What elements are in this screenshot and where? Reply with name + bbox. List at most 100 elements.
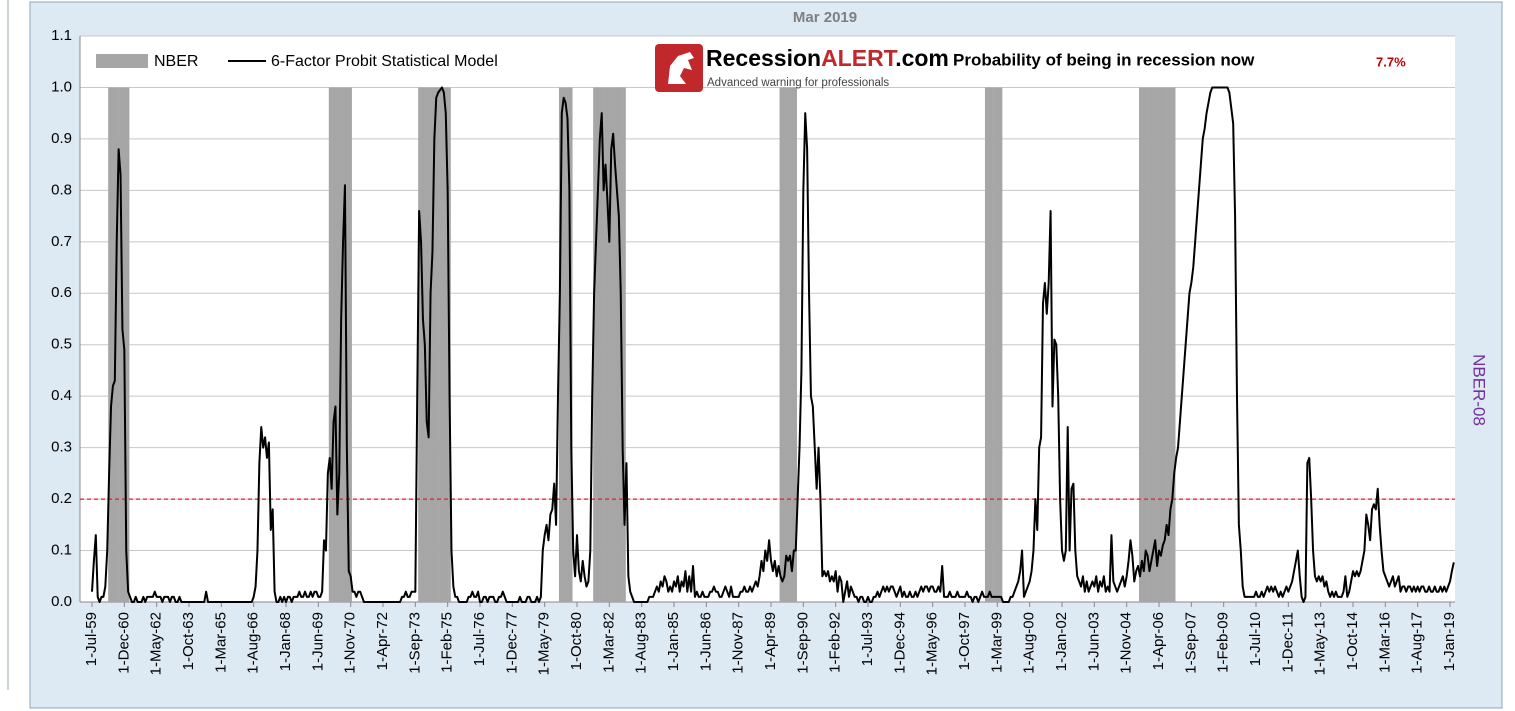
legend-swatch <box>96 54 148 68</box>
recession-bar <box>1159 87 1163 603</box>
recession-bar <box>111 87 115 603</box>
now-text: Probability of being in recession now <box>953 50 1255 69</box>
recession-bar <box>349 87 352 603</box>
x-tick-label: 1-Dec-11 <box>1279 612 1296 673</box>
x-tick-label: 1-Apr-06 <box>1150 612 1167 670</box>
recession-bar <box>336 87 339 603</box>
x-tick-label: 1-Oct-63 <box>180 612 197 670</box>
recession-bar <box>1154 87 1157 603</box>
recession-bar <box>988 87 991 603</box>
recession-bar <box>431 87 434 603</box>
recession-bar <box>1171 87 1174 603</box>
recession-bar <box>598 87 602 603</box>
y-tick-label: 1.0 <box>51 78 72 95</box>
x-tick-label: 1-Jul-93 <box>859 612 876 666</box>
y-tick-label: 0.8 <box>51 181 72 198</box>
x-tick-label: 1-Apr-89 <box>762 612 779 670</box>
recession-bar <box>1152 87 1155 603</box>
x-tick-label: 1-Aug-66 <box>245 612 262 674</box>
recession-bar <box>558 87 562 603</box>
x-tick-label: 1-Mar-82 <box>600 612 617 673</box>
recession-bar <box>427 87 430 603</box>
x-tick-label: 1-Sep-07 <box>1182 612 1199 674</box>
recession-bar <box>614 87 617 603</box>
logo-part: .com <box>895 45 949 71</box>
recession-bar <box>623 87 626 603</box>
legend-label: NBER <box>154 53 198 70</box>
x-tick-label: 1-Nov-70 <box>342 612 359 674</box>
recession-bar <box>984 87 988 603</box>
chart-title: Mar 2019 <box>793 9 857 26</box>
recession-bar <box>612 87 615 603</box>
y-tick-label: 0.7 <box>51 233 72 250</box>
x-tick-label: 1-Jul-10 <box>1247 612 1264 666</box>
x-tick-label: 1-Jan-85 <box>665 612 682 671</box>
recession-bar <box>446 87 449 603</box>
recession-bar <box>600 87 603 603</box>
recession-bar <box>617 87 621 603</box>
x-tick-label: 1-Aug-83 <box>633 612 650 674</box>
recession-bar <box>1161 87 1165 603</box>
recession-bar <box>564 87 567 603</box>
x-tick-label: 1-Mar-99 <box>988 612 1005 673</box>
recession-bar <box>1156 87 1159 603</box>
recession-bar <box>119 87 122 603</box>
recession-bar <box>421 87 425 603</box>
x-tick-label: 1-Dec-77 <box>503 612 520 674</box>
recession-bar <box>342 87 345 603</box>
recession-bar <box>596 87 600 603</box>
x-tick-label: 1-Jul-59 <box>83 612 100 666</box>
recession-bar <box>560 87 564 603</box>
recession-bar <box>996 87 999 603</box>
recession-bar <box>593 87 596 603</box>
recession-bar <box>1000 87 1003 603</box>
recession-bar <box>127 87 130 603</box>
x-tick-label: 1-Nov-04 <box>1118 612 1135 674</box>
recession-bar <box>1140 87 1144 603</box>
x-tick-label: 1-Oct-14 <box>1344 612 1361 670</box>
recession-bar <box>1163 87 1166 603</box>
recession-bar <box>338 87 341 603</box>
model-line <box>91 86 1455 603</box>
recession-bar <box>332 87 335 603</box>
x-tick-label: 1-Mar-16 <box>1376 612 1393 673</box>
x-tick-label: 1-May-96 <box>924 612 941 675</box>
recession-bar <box>781 87 784 603</box>
recession-bar <box>595 87 598 603</box>
recession-bar <box>783 87 786 603</box>
recession-bar <box>604 87 607 603</box>
recession-bar <box>117 87 120 603</box>
recession-bar <box>566 87 569 603</box>
recession-bar <box>998 87 1001 603</box>
x-tick-label: 1-Aug-00 <box>1021 612 1038 674</box>
recession-bar <box>347 87 351 603</box>
y-tick-label: 0.3 <box>51 439 72 456</box>
now-value: 7.7% <box>1376 54 1406 69</box>
y-tick-label: 0.0 <box>51 593 72 610</box>
recession-bar <box>790 87 794 603</box>
recession-bar <box>437 87 440 603</box>
y-tick-label: 0.5 <box>51 336 72 353</box>
recession-bar <box>992 87 995 603</box>
recession-bar <box>1146 87 1149 603</box>
recession-bar <box>621 87 624 603</box>
recession-bar <box>433 87 436 603</box>
x-tick-label: 1-Dec-60 <box>115 612 132 674</box>
recession-bar <box>1139 87 1142 603</box>
recession-bar <box>779 87 782 603</box>
x-tick-label: 1-Oct-97 <box>956 612 973 670</box>
plot <box>79 35 1455 607</box>
x-tick-label: 1-Apr-72 <box>374 612 391 670</box>
recession-bar <box>1169 87 1172 603</box>
recession-bar <box>1148 87 1151 603</box>
plot-area <box>80 36 1455 602</box>
recession-bar <box>125 87 128 603</box>
recession-bar <box>435 87 438 603</box>
x-tick-label: 1-Jan-68 <box>277 612 294 671</box>
x-tick-label: 1-Oct-80 <box>568 612 585 670</box>
recession-bar <box>1142 87 1146 603</box>
x-tick-label: 1-May-79 <box>536 612 553 675</box>
recession-bar <box>994 87 997 603</box>
logo-tagline: Advanced warning for professionals <box>707 77 889 89</box>
